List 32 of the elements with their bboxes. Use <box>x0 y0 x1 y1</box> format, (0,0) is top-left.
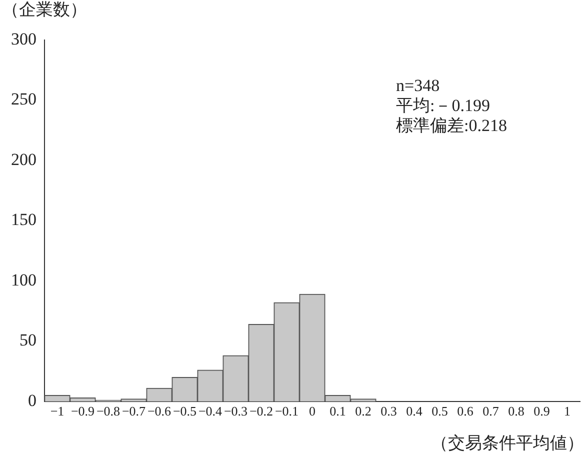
x-tick-label: 0.5 <box>432 404 448 419</box>
x-tick-label: −0.8 <box>96 404 120 419</box>
x-tick-label: 0.2 <box>355 404 372 419</box>
x-tick-label: 0.6 <box>457 404 474 419</box>
x-tick-label: −0.2 <box>249 404 274 419</box>
x-tick-label: −1 <box>50 404 64 419</box>
x-tick-label: 0.3 <box>380 404 397 419</box>
y-tick-label: 150 <box>11 210 36 230</box>
y-tick-label: 100 <box>11 270 36 290</box>
x-tick-label: −0.7 <box>122 404 146 419</box>
x-tick-label: −0.3 <box>224 404 248 419</box>
y-tick-label: 250 <box>11 90 36 109</box>
annotation: 平均:－0.199 <box>396 96 490 115</box>
x-tick-label: 0.9 <box>534 404 550 419</box>
y-tick-label: 200 <box>11 150 36 169</box>
x-tick-label: −0.1 <box>274 404 299 419</box>
x-tick-label: −0.4 <box>198 404 223 419</box>
x-tick-label: 0.8 <box>508 404 524 419</box>
x-tick-label: 0.4 <box>406 404 423 419</box>
x-tick-label: 0.1 <box>330 404 346 419</box>
x-tick-label: 0.7 <box>482 404 500 419</box>
y-tick-label: 50 <box>20 330 36 350</box>
x-tick-label: 0 <box>309 404 316 419</box>
x-axis-title: （交易条件平均値） <box>431 433 584 452</box>
x-tick-label: −0.9 <box>70 404 95 419</box>
x-tick-label: −0.6 <box>147 404 172 419</box>
x-tick-label: 1 <box>564 404 570 419</box>
y-axis-title: （企業数） <box>2 0 87 19</box>
annotation: n=348 <box>396 76 440 95</box>
annotation: 標準偏差:0.218 <box>396 116 507 135</box>
x-tick-label: −0.5 <box>172 404 197 419</box>
y-tick-label: 300 <box>11 29 36 48</box>
